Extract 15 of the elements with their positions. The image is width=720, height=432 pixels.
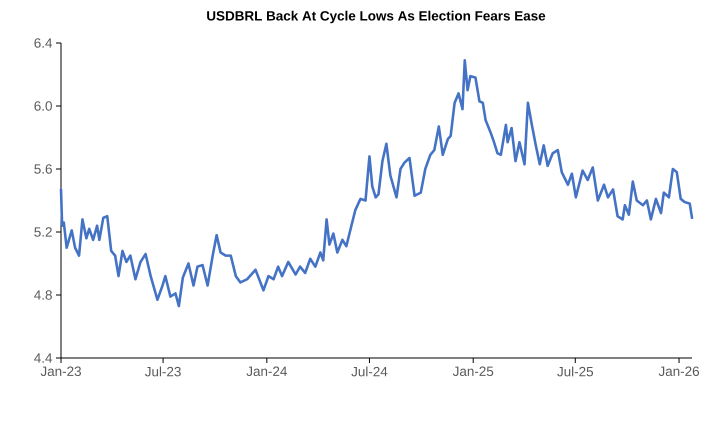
chart-title: USDBRL Back At Cycle Lows As Election Fears Ease xyxy=(207,10,546,24)
x-tick-label: Jul-25 xyxy=(557,366,594,376)
y-tick-label: 6.4 xyxy=(34,38,52,48)
line-series xyxy=(60,59,694,308)
x-tick-label: Jan-25 xyxy=(452,366,494,376)
y-tick-label: 5.2 xyxy=(34,227,52,237)
y-tick-label: 4.4 xyxy=(34,353,52,363)
x-tick-label: Jan-26 xyxy=(658,366,700,376)
x-tick-label: Jan-23 xyxy=(40,366,81,376)
x-tick-label: Jul-24 xyxy=(351,366,388,376)
x-tick-label: Jan-24 xyxy=(246,366,287,376)
y-tick-label: 5.6 xyxy=(34,164,52,174)
x-tick-label: Jul-23 xyxy=(144,366,181,376)
y-tick-label: 4.8 xyxy=(34,290,52,300)
y-tick-label: 6.0 xyxy=(34,101,52,111)
